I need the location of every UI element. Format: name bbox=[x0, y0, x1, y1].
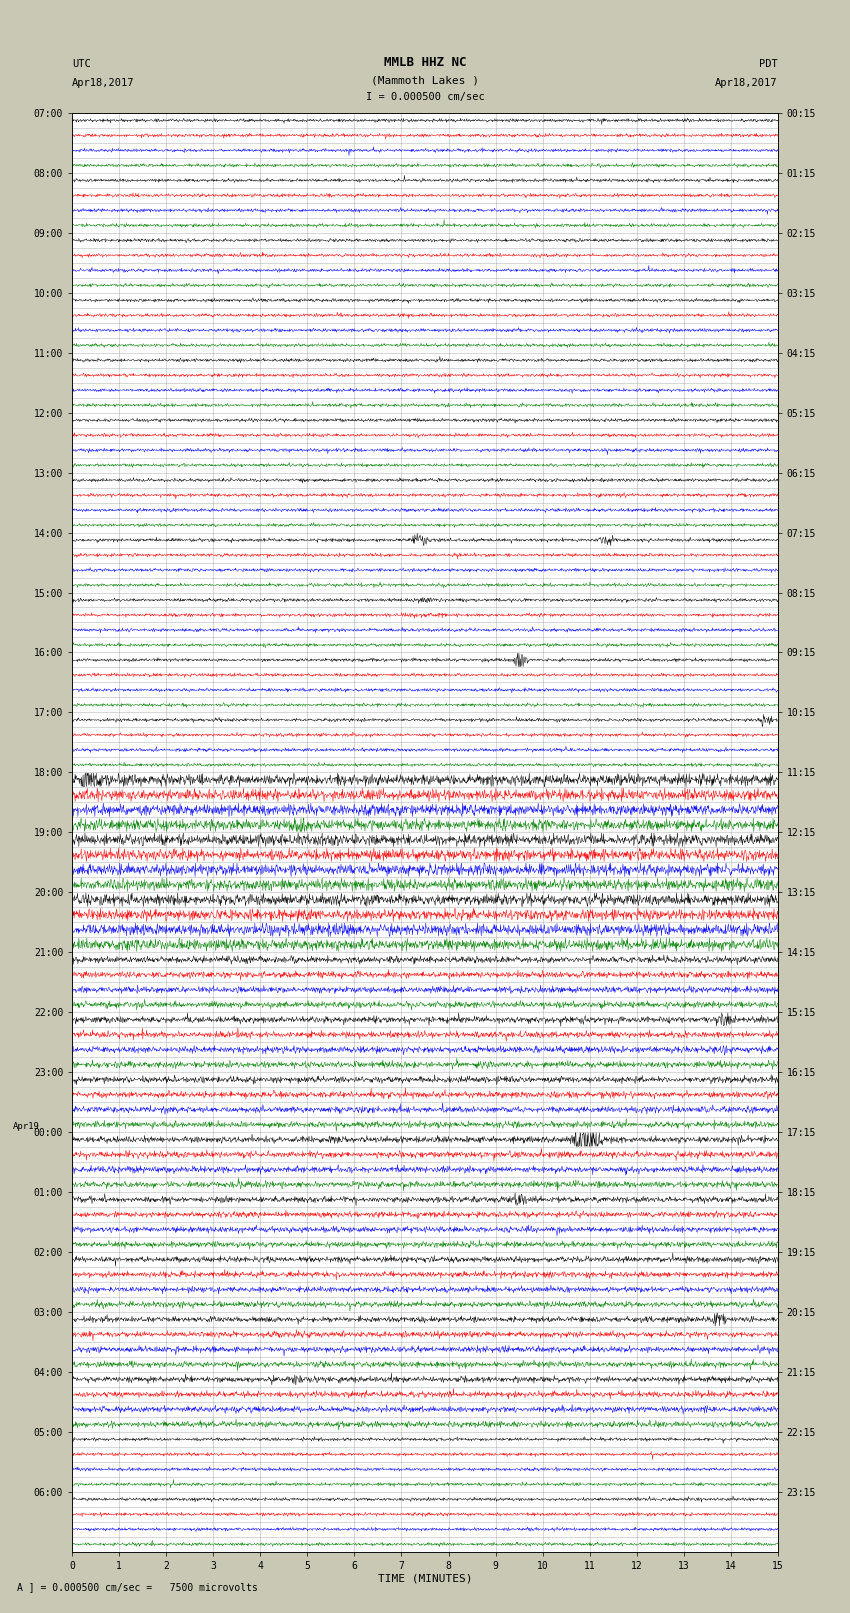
Text: A ] = 0.000500 cm/sec =   7500 microvolts: A ] = 0.000500 cm/sec = 7500 microvolts bbox=[17, 1582, 258, 1592]
Text: PDT: PDT bbox=[759, 58, 778, 69]
Text: Apr18,2017: Apr18,2017 bbox=[72, 77, 135, 87]
Text: MMLB HHZ NC: MMLB HHZ NC bbox=[383, 55, 467, 69]
Text: (Mammoth Lakes ): (Mammoth Lakes ) bbox=[371, 76, 479, 85]
Text: Apr19: Apr19 bbox=[13, 1121, 39, 1131]
Text: Apr18,2017: Apr18,2017 bbox=[715, 77, 778, 87]
Text: UTC: UTC bbox=[72, 58, 91, 69]
X-axis label: TIME (MINUTES): TIME (MINUTES) bbox=[377, 1574, 473, 1584]
Text: I = 0.000500 cm/sec: I = 0.000500 cm/sec bbox=[366, 92, 484, 102]
